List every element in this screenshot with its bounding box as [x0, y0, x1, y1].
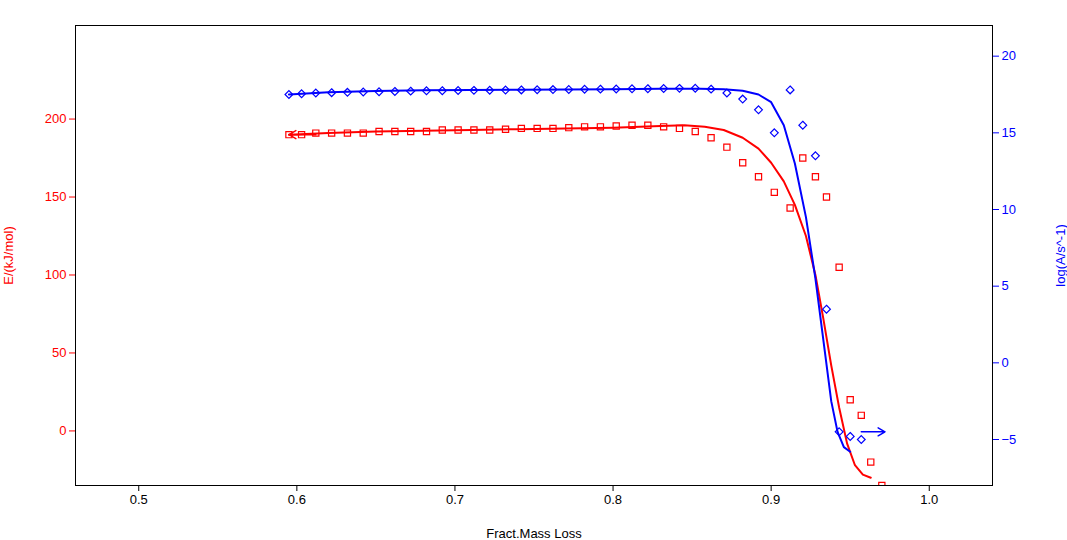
svg-text:15: 15 — [1002, 125, 1016, 140]
svg-text:0.5: 0.5 — [130, 492, 148, 507]
svg-text:200: 200 — [45, 111, 67, 126]
svg-text:Fract.Mass Loss: Fract.Mass Loss — [486, 526, 582, 540]
svg-text:20: 20 — [1002, 48, 1016, 63]
svg-text:100: 100 — [45, 267, 67, 282]
svg-text:10: 10 — [1002, 202, 1016, 217]
svg-text:1.0: 1.0 — [920, 492, 938, 507]
svg-text:0.6: 0.6 — [288, 492, 306, 507]
svg-text:50: 50 — [52, 345, 66, 360]
svg-text:0.8: 0.8 — [604, 492, 622, 507]
svg-text:log(A/s^-1): log(A/s^-1) — [1053, 224, 1067, 286]
svg-text:E/(kJ/mol): E/(kJ/mol) — [1, 226, 16, 285]
svg-text:5: 5 — [1002, 278, 1009, 293]
svg-text:0.9: 0.9 — [762, 492, 780, 507]
svg-text:0: 0 — [59, 423, 66, 438]
svg-text:150: 150 — [45, 189, 67, 204]
svg-text:0.7: 0.7 — [446, 492, 464, 507]
svg-text:0: 0 — [1002, 355, 1009, 370]
svg-text:−5: −5 — [1002, 432, 1017, 447]
